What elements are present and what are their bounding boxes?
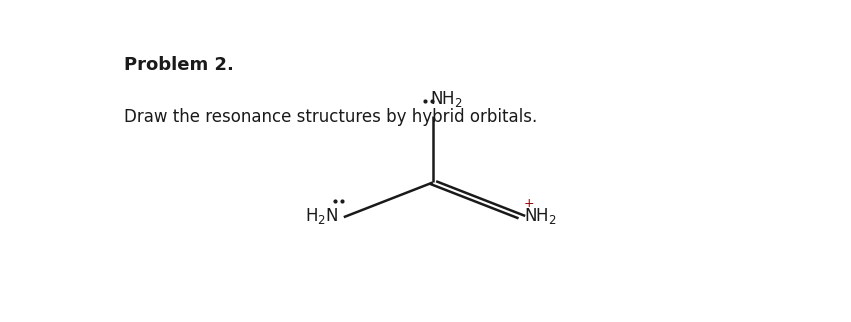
- Text: +: +: [524, 197, 534, 210]
- Text: Draw the resonance structures by hybrid orbitals.: Draw the resonance structures by hybrid …: [124, 108, 538, 126]
- Text: H$_2$N: H$_2$N: [306, 206, 339, 226]
- Text: Problem 2.: Problem 2.: [124, 56, 234, 74]
- Text: NH$_2$: NH$_2$: [524, 206, 557, 226]
- Text: NH$_2$: NH$_2$: [430, 89, 462, 109]
